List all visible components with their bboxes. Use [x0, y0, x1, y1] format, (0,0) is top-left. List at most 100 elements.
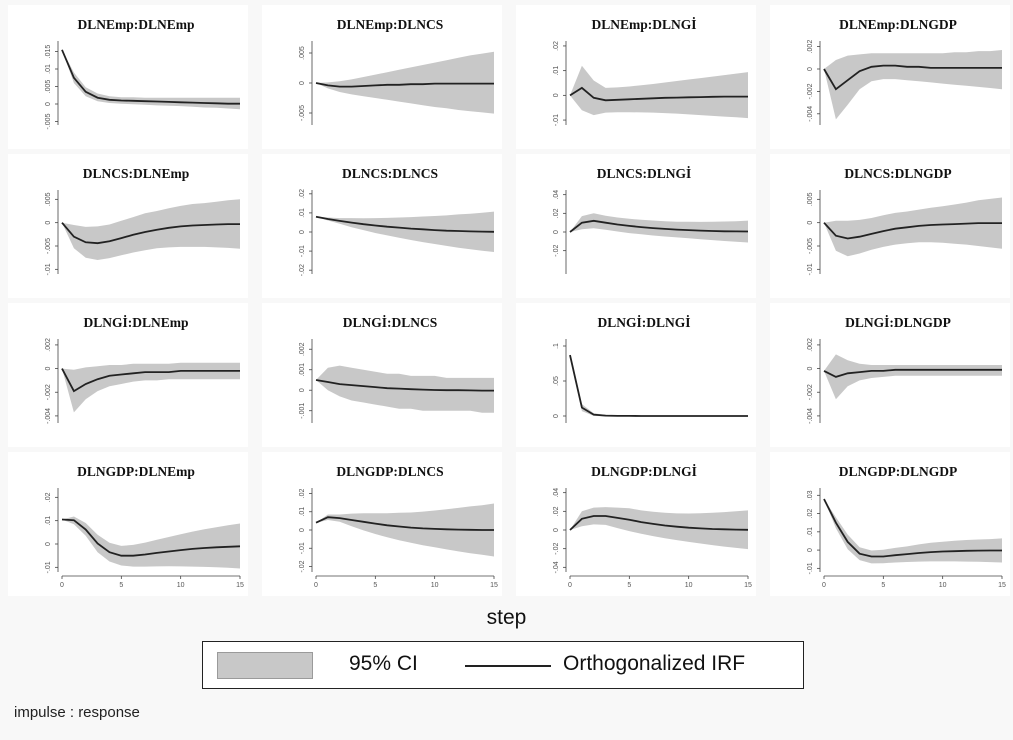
panel-title: DLNGİ:DLNGİ — [597, 315, 690, 330]
irf-line — [61, 222, 240, 245]
y-tick-label: -.01 — [553, 114, 560, 126]
y-tick-label: .02 — [553, 506, 560, 516]
irf-panel: DLNCS:DLNCS .02 .01 0 -.01 -.02 — [262, 154, 502, 298]
panel-title: DLNGDP:DLNGDP — [839, 464, 958, 479]
y-tick-label: -.01 — [299, 245, 306, 257]
irf-line — [823, 64, 1002, 91]
y-tick-label: 0 — [299, 528, 306, 532]
y-tick-label: -.01 — [45, 263, 52, 275]
panel-title: DLNGDP:DLNEmp — [77, 464, 195, 479]
panel-title: DLNGDP:DLNCS — [336, 464, 443, 479]
y-tick-label: -.01 — [807, 263, 814, 275]
panel-title: DLNEmp:DLNGDP — [839, 17, 957, 32]
y-tick-label: 0 — [299, 230, 306, 234]
y-tick-label: .002 — [807, 40, 814, 54]
legend-irf-label: Orthogonalized IRF — [563, 652, 746, 675]
panel-title: DLNCS:DLNGDP — [844, 166, 951, 181]
x-tick-label: 0 — [822, 582, 826, 589]
irf-line — [823, 222, 1002, 240]
irf-panel: DLNGİ:DLNCS .002 .001 0 -.001 — [262, 303, 502, 447]
irf-line — [315, 379, 494, 392]
y-tick-label: .03 — [807, 490, 814, 500]
y-tick-label: -.001 — [299, 403, 306, 419]
ci-band — [62, 199, 240, 260]
legend: 95% CI Orthogonalized IRF — [202, 641, 804, 689]
y-tick-label: -.005 — [45, 113, 52, 129]
y-tick-label: -.002 — [45, 384, 52, 400]
irf-panel: DLNGDP:DLNCS .02 .01 0 -.01 -.02 0 5 10 15 — [262, 452, 502, 596]
y-tick-label: 0 — [45, 102, 52, 106]
y-tick-label: -.005 — [299, 105, 306, 121]
x-tick-label: 10 — [685, 582, 693, 589]
y-tick-label: .002 — [45, 338, 52, 352]
y-tick-label: -.01 — [807, 562, 814, 574]
y-tick-label: .04 — [553, 190, 560, 200]
ci-band — [824, 499, 1002, 564]
irf-line — [569, 515, 749, 531]
ci-band — [316, 211, 494, 252]
irf-line — [61, 368, 240, 393]
panel-title: DLNCS:DLNGİ — [597, 166, 692, 181]
x-tick-label: 15 — [744, 582, 752, 589]
x-tick-label: 5 — [373, 582, 377, 589]
x-tick-label: 10 — [177, 582, 185, 589]
y-tick-label: 0 — [299, 388, 306, 392]
irf-line — [823, 368, 1002, 378]
y-tick-label: -.002 — [807, 384, 814, 400]
x-tick-label: 15 — [998, 582, 1006, 589]
y-tick-label: 0 — [45, 542, 52, 546]
impulse-response-note: impulse : response — [14, 704, 140, 721]
y-tick-label: .02 — [807, 509, 814, 519]
x-tick-label: 0 — [568, 582, 572, 589]
y-tick-label: 0 — [553, 528, 560, 532]
irf-panel: DLNEmp:DLNGİ .02 .01 0 -.01 — [516, 5, 756, 149]
y-tick-label: .002 — [807, 338, 814, 352]
irf-line — [315, 82, 494, 88]
y-tick-label: -.04 — [553, 561, 560, 573]
y-tick-label: .015 — [45, 45, 52, 59]
irf-panel: DLNCS:DLNEmp .005 0 -.005 -.01 — [8, 154, 248, 298]
panel-title: DLNCS:DLNEmp — [83, 166, 190, 181]
y-tick-label: .05 — [553, 376, 560, 386]
x-axis-label: step — [486, 606, 527, 629]
y-tick-label: -.01 — [299, 542, 306, 554]
y-tick-label: .005 — [45, 192, 52, 206]
irf-panel: DLNGİ:DLNGİ .1 .05 0 — [516, 303, 756, 447]
y-tick-label: -.004 — [45, 408, 52, 424]
panel-title: DLNEmp:DLNCS — [337, 17, 444, 32]
y-tick-label: -.02 — [299, 560, 306, 572]
y-tick-label: -.02 — [553, 245, 560, 257]
y-tick-label: .005 — [45, 80, 52, 94]
y-tick-label: -.01 — [45, 561, 52, 573]
y-tick-label: 0 — [807, 221, 814, 225]
irf-line — [569, 219, 749, 233]
x-tick-label: 15 — [490, 582, 498, 589]
irf-line — [569, 354, 748, 417]
irf-panel-grid: DLNEmp:DLNEmp.015.01.0050-.005DLNEmp:DLN… — [8, 5, 1010, 596]
irf-line — [61, 518, 241, 557]
irf-panel: DLNEmp:DLNGDP .002 0 -.002 -.004 — [770, 5, 1010, 149]
y-tick-label: .02 — [45, 492, 52, 502]
ci-band — [570, 65, 748, 119]
y-tick-label: .02 — [553, 208, 560, 218]
irf-panel: DLNEmp:DLNEmp .015 .01 .005 0 -.005 — [8, 5, 248, 149]
panel-title: DLNEmp:DLNGİ — [591, 17, 696, 32]
panel-background — [8, 452, 248, 596]
x-tick-label: 10 — [431, 582, 439, 589]
y-tick-label: -.02 — [299, 264, 306, 276]
y-tick-label: -.005 — [807, 238, 814, 254]
irf-panel: DLNGDP:DLNGDP .03 .02 .01 0 -.01 0 5 10 15 — [770, 452, 1010, 596]
irf-line — [61, 49, 240, 105]
x-tick-label: 5 — [627, 582, 631, 589]
y-tick-label: 0 — [45, 367, 52, 371]
y-tick-label: 0 — [807, 367, 814, 371]
y-tick-label: .01 — [45, 516, 52, 526]
ci-band — [316, 51, 494, 114]
x-tick-label: 15 — [236, 582, 244, 589]
y-tick-label: .04 — [553, 488, 560, 498]
ci-band — [824, 354, 1002, 400]
y-tick-label: -.005 — [45, 238, 52, 254]
legend-irf-line — [465, 665, 551, 667]
ci-band — [316, 503, 494, 557]
